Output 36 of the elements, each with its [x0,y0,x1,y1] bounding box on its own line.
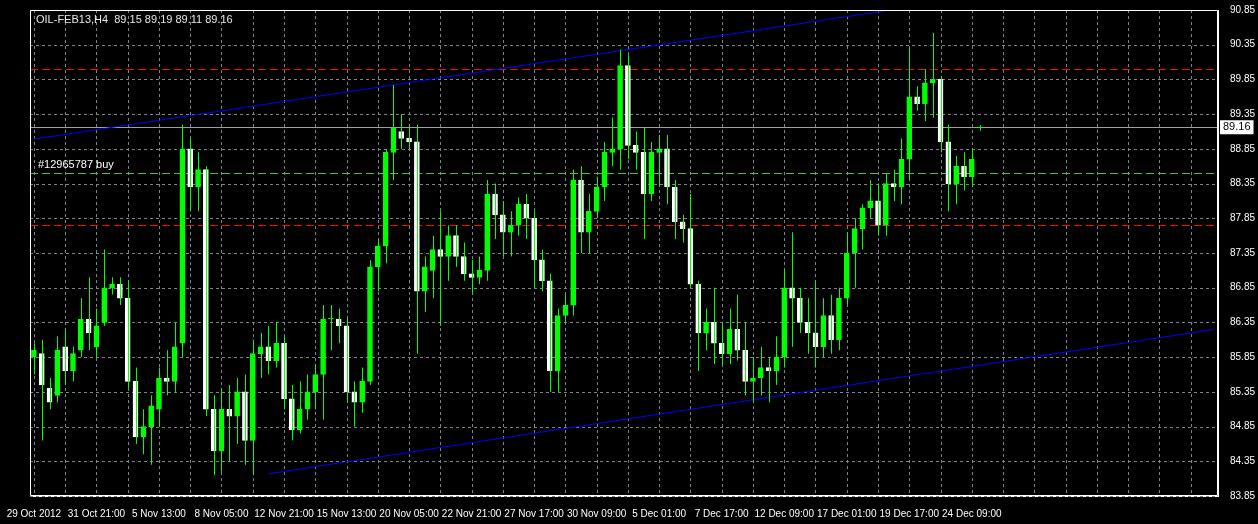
x-tick-label: 24 Dec 09:00 [942,507,1002,519]
y-tick-label: 84.35 [1230,455,1256,467]
y-tick-label: 90.35 [1230,38,1256,50]
y-tick-label: 85.35 [1230,385,1256,397]
y-tick-label: 84.85 [1230,420,1256,432]
x-tick-label: 17 Dec 01:00 [817,507,877,519]
x-tick-label: 5 Dec 01:00 [632,507,687,519]
x-tick-label: 27 Nov 17:00 [504,507,565,519]
candlestick [976,124,983,132]
y-tick-label: 85.85 [1230,350,1256,362]
y-tick-label: 87.85 [1230,212,1256,224]
x-tick-label: 12 Nov 21:00 [254,507,315,519]
y-tick-label: 83.85 [1230,489,1256,501]
y-tick-label: 89.35 [1230,107,1256,119]
candlestick [328,304,334,351]
x-tick-label: 15 Nov 13:00 [316,507,377,519]
chart-title: OIL-FEB13,H4 89.15 89.19 89.11 89.16 [36,13,233,26]
y-tick-label: 88.85 [1230,142,1256,154]
x-tick-label: 19 Dec 17:00 [879,507,940,519]
y-tick-label: 90.85 [1230,3,1256,15]
y-tick-label: 86.85 [1230,281,1256,293]
y-tick-label: 88.35 [1230,177,1256,189]
x-tick-label: 30 Nov 09:00 [566,507,627,519]
ref-line-label: 89.16 [1223,120,1251,133]
x-tick-label: 5 Nov 13:00 [131,507,187,519]
x-tick-label: 7 Dec 17:00 [694,507,750,519]
x-tick-label: 12 Dec 09:00 [754,507,815,519]
y-tick-label: 87.35 [1230,246,1256,258]
y-tick-label: 89.85 [1230,73,1256,85]
y-tick-label: 86.35 [1230,316,1256,328]
x-tick-label: 20 Nov 05:00 [379,507,440,519]
x-tick-label: 29 Oct 2012 [6,507,62,519]
x-tick-label: 8 Nov 05:00 [194,507,249,519]
x-tick-label: 22 Nov 21:00 [441,507,502,519]
ref-line-label: #12965787 buy [38,158,115,171]
x-tick-label: 31 Oct 21:00 [67,507,126,519]
